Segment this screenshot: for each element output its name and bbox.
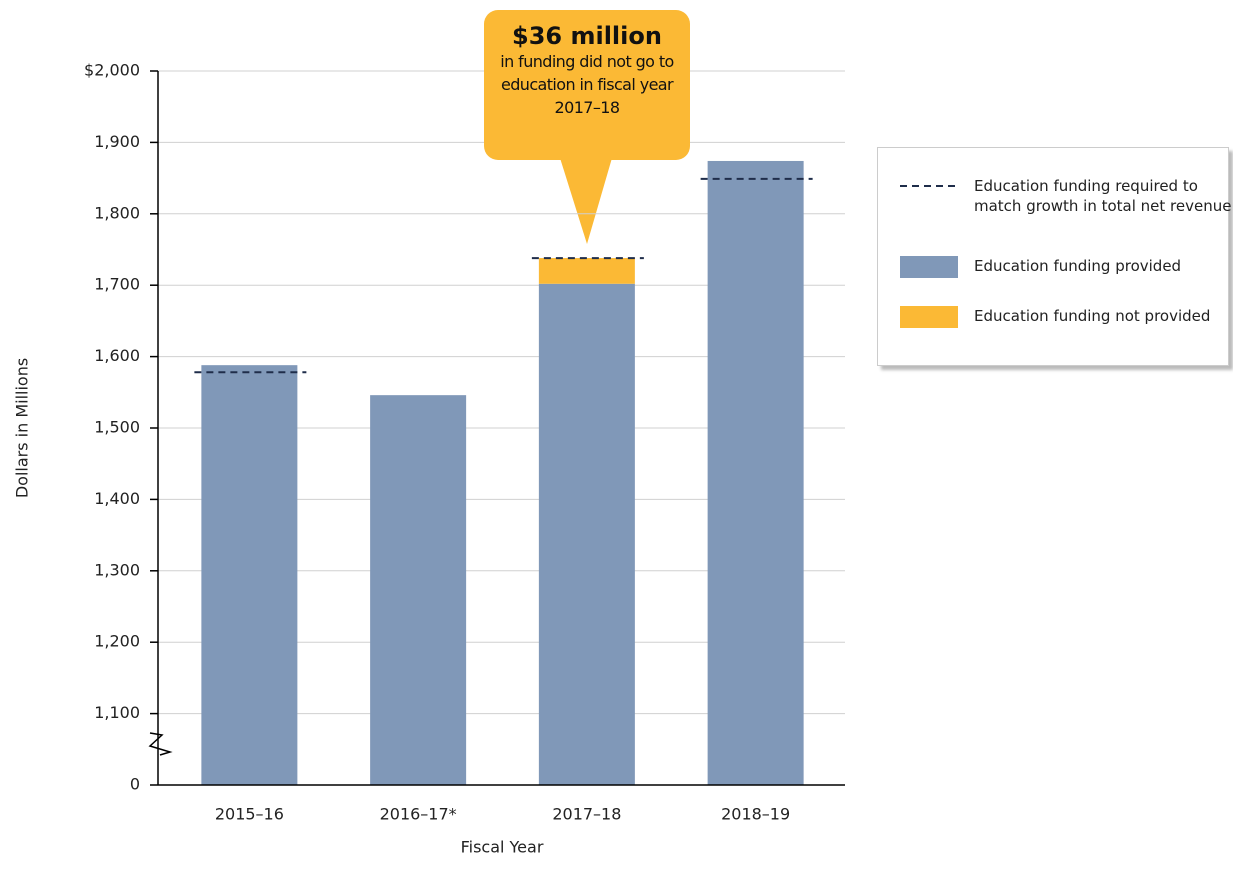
x-tick-label: 2016–17* (380, 805, 457, 824)
legend-item: Education funding required to match grow… (900, 176, 1233, 216)
bar (201, 365, 298, 785)
x-tick-label: 2017–18 (552, 805, 621, 824)
y-tick-label: 1,500 (94, 418, 140, 437)
legend: Education funding required to match grow… (877, 147, 1231, 366)
callout: $36 million in funding did not go to edu… (484, 10, 690, 160)
callout-title: $36 million (512, 22, 662, 50)
bar (707, 160, 804, 786)
x-tick-label: 2015–16 (215, 805, 284, 824)
axis-break (148, 732, 173, 756)
callout-pointer (560, 158, 612, 244)
callout-text: in funding did not go to education in fi… (500, 52, 674, 117)
legend-label: Education funding not provided (974, 307, 1211, 325)
y-tick-label: 1,700 (94, 275, 140, 294)
y-tick-label: 1,400 (94, 489, 140, 508)
legend-label: Education funding required to match grow… (974, 177, 1232, 215)
legend-swatch (900, 306, 958, 328)
x-tick-label: 2018–19 (721, 805, 790, 824)
bar (370, 395, 467, 785)
legend-item: Education funding not provided (900, 306, 1233, 328)
y-tick-label: 1,600 (94, 346, 140, 365)
y-tick-label: 0 (130, 775, 140, 794)
y-tick-label: 1,800 (94, 203, 140, 222)
legend-item: Education funding provided (900, 256, 1233, 278)
bar (538, 258, 635, 284)
y-tick-label: $2,000 (84, 61, 140, 80)
legend-swatch (900, 185, 958, 187)
x-axis-label: Fiscal Year (461, 838, 544, 857)
y-tick-label: 1,300 (94, 560, 140, 579)
legend-swatch (900, 256, 958, 278)
legend-label: Education funding provided (974, 257, 1182, 275)
y-tick-label: 1,100 (94, 703, 140, 722)
bar (538, 283, 635, 785)
y-tick-label: 1,900 (94, 132, 140, 151)
y-axis-label: Dollars in Millions (13, 358, 32, 498)
y-tick-label: 1,200 (94, 632, 140, 651)
